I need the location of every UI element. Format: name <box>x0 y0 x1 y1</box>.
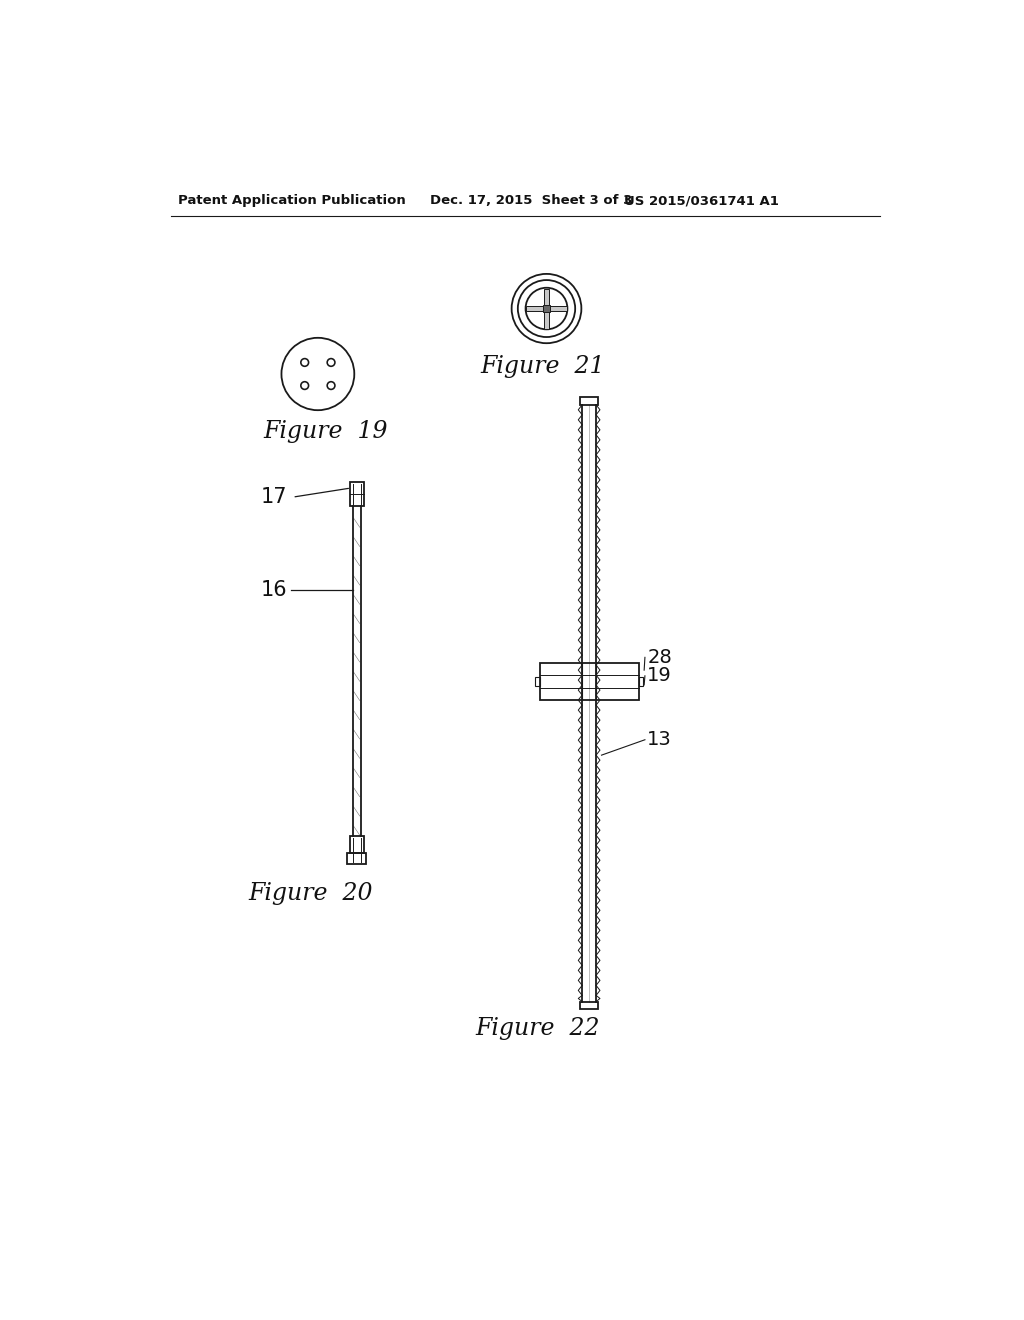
Text: Figure  20: Figure 20 <box>248 882 373 906</box>
Bar <box>549 306 567 312</box>
Text: US 2015/0361741 A1: US 2015/0361741 A1 <box>624 194 779 207</box>
Bar <box>580 1002 598 1010</box>
Text: 17: 17 <box>260 487 287 507</box>
Bar <box>544 305 550 312</box>
Text: 16: 16 <box>260 579 287 599</box>
Bar <box>639 677 643 686</box>
Text: Figure  21: Figure 21 <box>480 355 605 378</box>
Bar <box>349 836 364 853</box>
Bar <box>544 289 549 308</box>
Text: 19: 19 <box>647 667 672 685</box>
Text: Dec. 17, 2015  Sheet 3 of 3: Dec. 17, 2015 Sheet 3 of 3 <box>430 194 633 207</box>
Text: Patent Application Publication: Patent Application Publication <box>178 194 407 207</box>
Bar <box>349 482 364 507</box>
Bar <box>540 663 639 700</box>
Bar <box>347 853 366 863</box>
Bar <box>544 312 549 330</box>
Text: 28: 28 <box>647 648 672 667</box>
Bar <box>526 306 545 312</box>
Text: Figure  19: Figure 19 <box>263 420 388 444</box>
Bar <box>580 397 598 405</box>
Text: 13: 13 <box>647 730 672 750</box>
Bar <box>535 677 540 686</box>
Text: Figure  22: Figure 22 <box>475 1016 600 1040</box>
